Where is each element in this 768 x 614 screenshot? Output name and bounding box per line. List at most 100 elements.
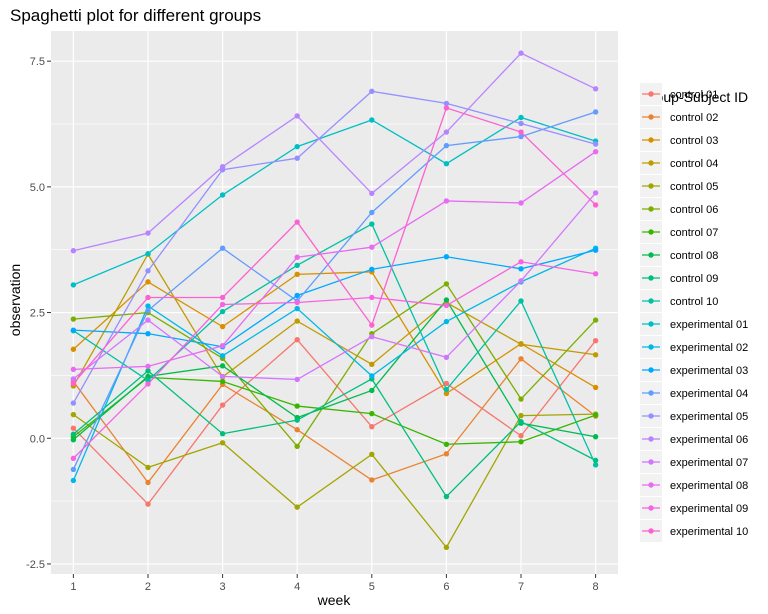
data-point [70,380,77,387]
data-point [369,373,375,379]
data-point [369,322,375,328]
data-point [294,443,300,449]
data-point [219,373,226,380]
legend-label: control 09 [670,273,718,285]
data-point [443,142,450,149]
data-point [592,412,599,418]
y-tick-label: 7.5 [30,56,45,68]
legend-label: control 05 [670,181,718,193]
data-point [369,410,375,417]
legend-key [640,359,662,381]
data-point [145,330,151,337]
data-point [592,148,599,155]
data-point [369,190,375,197]
data-point [443,380,450,387]
data-point [145,317,151,323]
x-tick-label: 8 [593,581,599,593]
data-point [219,343,226,349]
data-point [145,368,151,374]
data-point [518,418,524,425]
series-line [72,107,597,384]
series-line [73,52,596,252]
data-point [518,433,524,439]
x-axis-title: week [317,592,352,608]
data-point [518,298,524,304]
data-point [443,544,450,551]
data-point [443,493,450,500]
x-tick-label: 4 [294,581,300,593]
legend-key [640,198,662,220]
data-point [518,200,524,206]
data-point [294,271,300,278]
legend-key [640,313,662,335]
legend-key [640,152,662,174]
data-point [70,376,77,382]
data-point [518,114,524,121]
series-line [73,151,596,371]
data-point [145,501,151,507]
data-point [294,417,300,423]
x-tick-label: 1 [70,581,76,593]
data-point [70,455,77,462]
series-line [72,261,596,459]
data-point [443,198,450,204]
data-point [219,301,226,308]
series-line [73,413,596,549]
data-point [219,192,226,198]
series-line [72,357,597,484]
data-point [219,440,226,446]
series-line [73,223,597,466]
data-point [592,434,599,440]
data-point [145,279,151,285]
data-point [518,129,524,135]
data-point [145,294,151,301]
data-point [219,353,226,359]
data-point [592,457,599,464]
data-point [70,431,77,437]
data-point [294,337,300,343]
data-point [592,271,599,277]
legend-key [640,382,662,404]
data-point [443,129,450,135]
data-point [443,297,450,303]
legend-label: experimental 08 [670,480,748,492]
y-tick-label: 5.0 [30,182,45,194]
legend: Group-Subject ID control 01 control 02 con… [640,83,748,542]
legend-key [640,405,662,427]
legend-label: experimental 07 [670,457,748,469]
data-point [443,451,450,457]
data-point [443,254,450,260]
data-point [219,378,226,385]
data-point [145,268,151,274]
series-line [72,111,596,470]
legend-label: control 04 [670,158,718,170]
series-line [73,116,596,286]
y-axis-title: observation [7,264,23,336]
data-point [443,302,450,309]
series-line [73,249,596,348]
legend-title: Group-Subject ID [640,89,748,105]
series-points [70,50,599,551]
series-line [72,338,597,506]
legend-key [640,336,662,358]
legend-key [640,221,662,243]
data-point [369,117,375,123]
data-point [219,431,226,437]
series-line [72,370,596,498]
data-point [219,402,226,408]
data-point [369,387,375,394]
data-point [369,361,375,368]
series-line [72,298,596,441]
legend-label: control 06 [670,204,718,216]
data-point [70,466,77,473]
data-point [592,202,599,208]
data-point [145,303,151,309]
data-point [294,376,300,383]
data-point [219,308,226,315]
chart-title: Spaghetti plot for different groups [10,6,261,25]
data-point [145,363,151,370]
data-point [592,86,599,92]
y-tick-label: -2.5 [26,559,45,571]
data-point [443,390,450,397]
axis-ticks: -2.5 0.0 2.5 5.0 7.5 1 2 3 4 5 6 7 8 [26,56,599,593]
